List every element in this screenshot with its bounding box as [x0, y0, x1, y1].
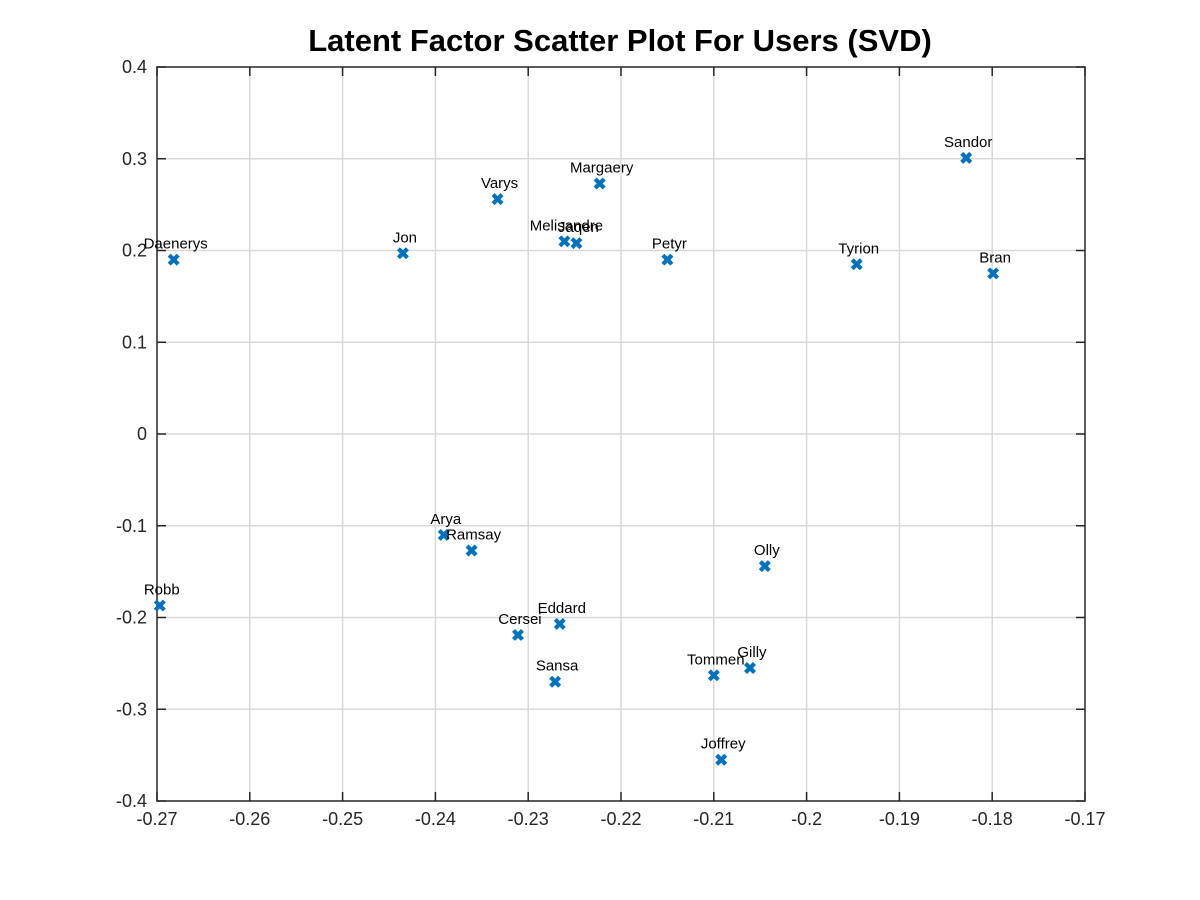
point-marker-stroke — [707, 669, 720, 682]
chart-title: Latent Factor Scatter Plot For Users (SV… — [308, 23, 932, 58]
data-points — [153, 151, 1000, 766]
point-label: Arya — [430, 511, 462, 528]
point-label: Gilly — [737, 644, 767, 661]
x-tick-label: -0.19 — [879, 809, 920, 829]
data-point — [715, 753, 728, 766]
x-tick-label: -0.24 — [415, 809, 456, 829]
point-marker-stroke — [437, 528, 450, 541]
point-label: Sansa — [536, 658, 579, 675]
x-tick-label: -0.23 — [508, 809, 549, 829]
point-marker-stroke — [558, 235, 571, 248]
point-label: Eddard — [538, 600, 586, 617]
point-marker-stroke — [570, 237, 583, 250]
point-marker-stroke — [987, 267, 1000, 280]
point-marker-stroke — [744, 661, 756, 674]
y-tick-label: -0.1 — [116, 516, 147, 536]
x-tick-label: -0.18 — [972, 809, 1013, 829]
point-label: Joffrey — [701, 736, 746, 753]
point-marker-stroke — [758, 560, 771, 573]
point-marker-stroke — [512, 628, 524, 641]
point-label: Sandor — [944, 134, 992, 151]
data-point — [570, 237, 583, 250]
point-marker-stroke — [960, 151, 973, 164]
point-marker-stroke — [153, 599, 166, 612]
point-label: Margaery — [570, 160, 634, 177]
x-tick-label: -0.27 — [136, 809, 177, 829]
axis-ticks: -0.27 -0.26 -0.25 -0.24 -0.23 -0.22 -0.21 -0.2 -… — [116, 57, 1106, 829]
y-tick-label: 0.3 — [122, 149, 147, 169]
point-label: Bran — [979, 249, 1011, 266]
y-tick-label: -0.3 — [116, 699, 147, 719]
point-label: Robb — [144, 582, 180, 599]
point-label: Tommen — [687, 651, 745, 668]
data-point — [593, 177, 606, 190]
x-tick-label: -0.26 — [229, 809, 270, 829]
y-tick-label: 0.4 — [122, 57, 147, 77]
point-marker-stroke — [553, 617, 566, 630]
point-label: Melisandre — [530, 217, 603, 234]
y-tick-label: 0.1 — [122, 332, 147, 352]
point-label: Jon — [393, 229, 417, 246]
x-tick-label: -0.17 — [1064, 809, 1105, 829]
data-point — [396, 247, 409, 260]
point-label: Olly — [754, 542, 780, 559]
x-tick-label: -0.2 — [791, 809, 822, 829]
data-point — [707, 669, 720, 682]
data-point — [549, 675, 562, 688]
point-marker-stroke — [593, 177, 606, 190]
point-marker-stroke — [850, 258, 863, 271]
y-tick-label: 0.2 — [122, 241, 147, 261]
data-point — [553, 617, 566, 630]
x-tick-label: -0.22 — [600, 809, 641, 829]
data-point — [491, 193, 504, 206]
point-label: Tyrion — [838, 240, 879, 257]
grid — [157, 67, 1085, 801]
data-point — [465, 544, 478, 557]
point-label: Ramsay — [446, 527, 502, 544]
data-point — [987, 267, 1000, 280]
data-point — [744, 661, 756, 674]
data-point — [512, 628, 524, 641]
point-label: Daenerys — [144, 236, 208, 253]
data-point — [437, 528, 450, 541]
data-point — [758, 560, 771, 573]
y-tick-label: 0 — [137, 424, 147, 444]
plot-area — [156, 66, 1086, 802]
point-marker-stroke — [167, 253, 180, 266]
data-point — [167, 253, 180, 266]
point-label: Petyr — [652, 236, 687, 253]
data-point — [850, 258, 863, 271]
y-tick-label: -0.4 — [116, 791, 147, 811]
data-point — [558, 235, 571, 248]
point-marker-stroke — [396, 247, 409, 260]
point-label: Jaqen — [558, 219, 599, 236]
point-marker-stroke — [549, 675, 562, 688]
x-tick-label: -0.21 — [693, 809, 734, 829]
point-marker-stroke — [465, 544, 478, 557]
point-label: Cersei — [498, 611, 541, 628]
data-point — [661, 253, 674, 266]
point-marker-stroke — [491, 193, 504, 206]
x-tick-label: -0.25 — [322, 809, 363, 829]
point-marker-stroke — [661, 253, 674, 266]
y-tick-label: -0.2 — [116, 608, 147, 628]
data-point — [960, 151, 973, 164]
point-label: Varys — [481, 175, 518, 192]
data-point — [153, 599, 166, 612]
point-marker-stroke — [715, 753, 728, 766]
